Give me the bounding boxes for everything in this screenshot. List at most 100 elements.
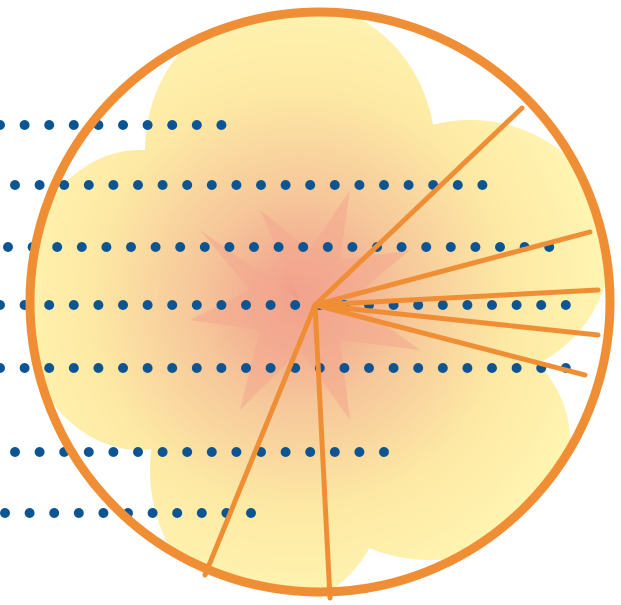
dot (196, 508, 207, 518)
dot (0, 363, 5, 373)
dot (44, 300, 55, 310)
dot (241, 363, 251, 373)
dot (249, 242, 259, 252)
dot (108, 447, 119, 457)
spoke (312, 302, 601, 338)
dot (273, 242, 284, 252)
dot (413, 300, 424, 310)
dot (206, 447, 217, 457)
dot (280, 180, 291, 190)
dot (437, 363, 448, 373)
dot (462, 300, 473, 310)
dot (172, 508, 183, 518)
spoke (312, 229, 593, 308)
dot (118, 300, 128, 310)
dot (19, 363, 30, 373)
dot (495, 242, 505, 252)
dot (421, 242, 432, 252)
dot (413, 363, 424, 373)
dot (0, 120, 5, 130)
dot (216, 120, 227, 130)
dot (224, 242, 235, 252)
dot (396, 242, 407, 252)
dot (182, 447, 193, 457)
dot (477, 180, 488, 190)
dot (265, 300, 276, 310)
flower (30, 12, 610, 592)
dot (487, 300, 497, 310)
dot (59, 180, 70, 190)
dot (206, 180, 217, 190)
dot (379, 447, 389, 457)
dot (44, 363, 55, 373)
spoke (312, 302, 333, 601)
dot (470, 242, 481, 252)
spoke (312, 287, 601, 308)
dot (76, 242, 87, 252)
dot (142, 363, 153, 373)
dot (347, 242, 358, 252)
dot (98, 508, 109, 518)
dot (157, 180, 168, 190)
dot (10, 180, 20, 190)
dot (241, 300, 251, 310)
dot (231, 180, 242, 190)
dot (73, 508, 84, 518)
dot (0, 300, 5, 310)
dot (354, 180, 365, 190)
flower-star (190, 190, 420, 420)
dot (246, 508, 256, 518)
dot (157, 447, 168, 457)
dot (83, 447, 94, 457)
dot (536, 300, 547, 310)
dot (191, 120, 202, 130)
dot (452, 180, 463, 190)
dot (133, 447, 143, 457)
spokes (202, 105, 601, 601)
dot (256, 180, 266, 190)
spoke (312, 302, 588, 378)
dot (52, 242, 63, 252)
dot (305, 180, 316, 190)
circle-frame (25, 7, 615, 597)
dot (216, 300, 227, 310)
dot (10, 447, 20, 457)
dot (329, 180, 340, 190)
dot (322, 242, 333, 252)
dot (68, 363, 79, 373)
dot (49, 508, 60, 518)
dot (0, 508, 10, 518)
dot (354, 447, 365, 457)
dot (511, 300, 522, 310)
dot (199, 242, 210, 252)
dot (83, 180, 94, 190)
dot (280, 447, 291, 457)
dot (182, 180, 193, 190)
dot (175, 242, 186, 252)
dot (167, 363, 178, 373)
dot (142, 120, 153, 130)
dot (191, 363, 202, 373)
dot (560, 300, 571, 310)
dot (34, 180, 45, 190)
dot (93, 363, 104, 373)
dot (487, 363, 497, 373)
dot (93, 300, 104, 310)
dot (118, 363, 128, 373)
dot (68, 300, 79, 310)
dot (126, 242, 136, 252)
dot (3, 242, 13, 252)
dot (118, 120, 128, 130)
dot (24, 508, 35, 518)
dot (108, 180, 119, 190)
spoke (202, 302, 318, 578)
dot (133, 180, 143, 190)
spoke (312, 105, 525, 308)
dot (265, 363, 276, 373)
dot (437, 300, 448, 310)
dot (44, 120, 55, 130)
dot (101, 242, 112, 252)
